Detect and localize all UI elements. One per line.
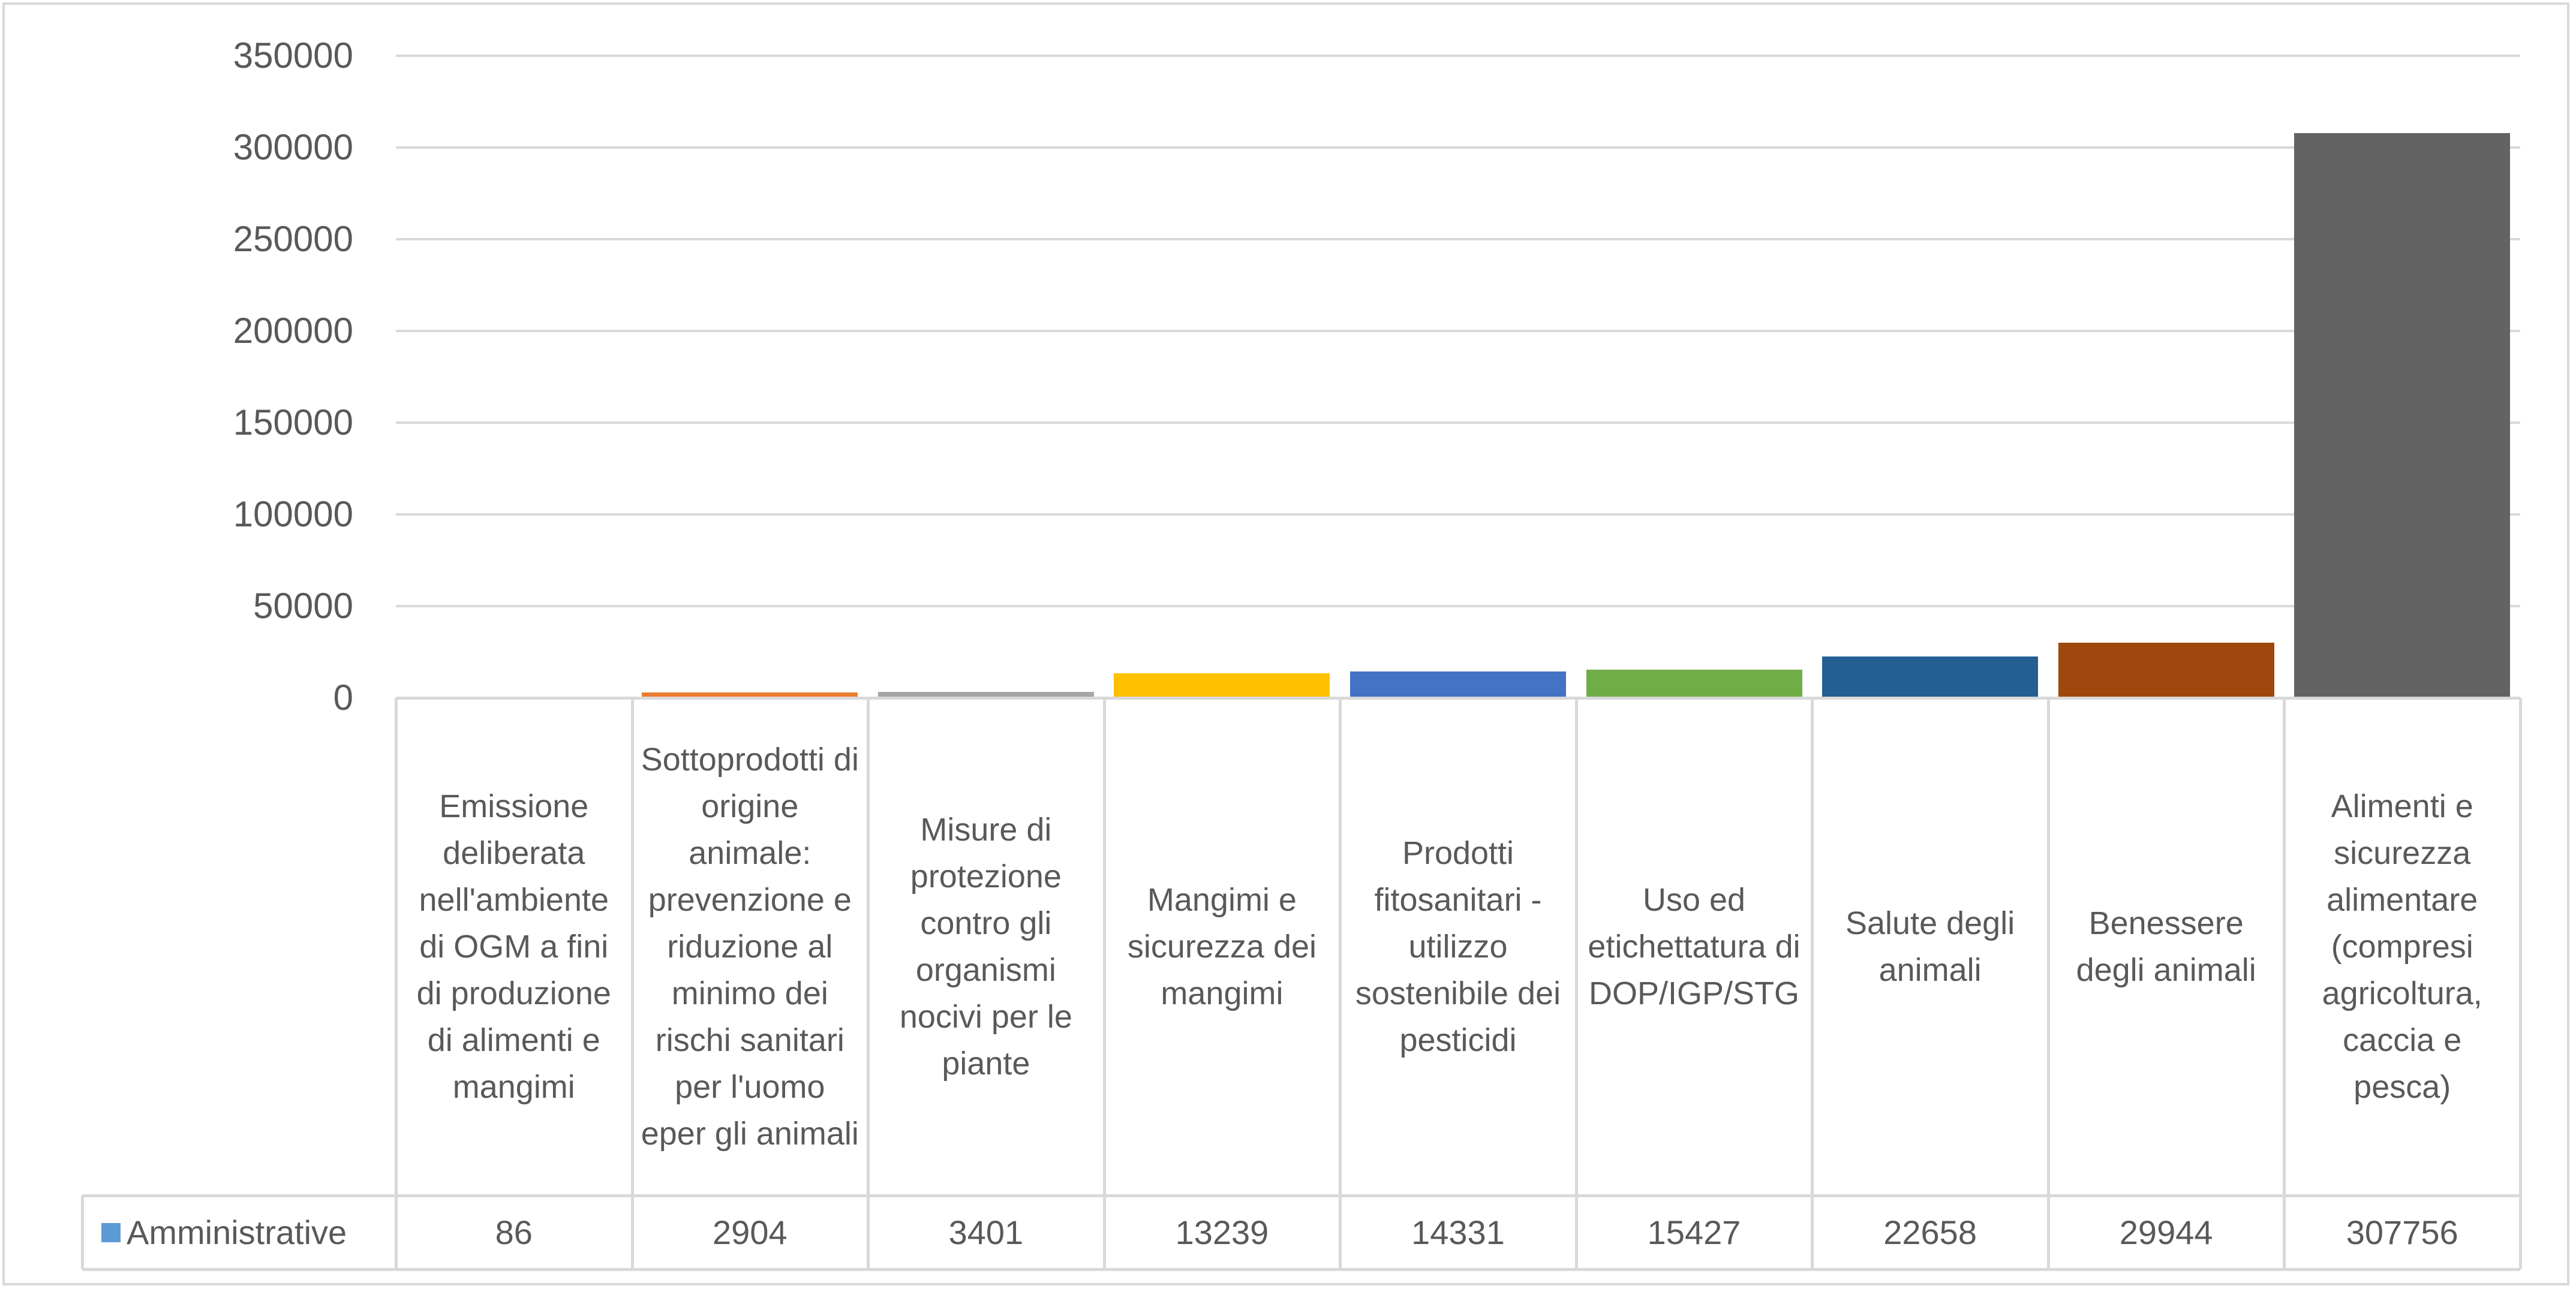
data-table-value: 14331	[1411, 1213, 1505, 1251]
gridline	[396, 238, 2520, 240]
y-tick-label: 100000	[233, 494, 353, 534]
table-line	[2046, 698, 2050, 1269]
gridline	[396, 55, 2520, 57]
bar	[2058, 643, 2274, 698]
category-label: Prodotti fitosanitari - utilizzo sosteni…	[1355, 835, 1561, 1058]
gridline	[396, 146, 2520, 149]
data-table-value: 13239	[1175, 1213, 1269, 1251]
category-label: Alimenti e sicurezza alimentare (compres…	[2322, 788, 2482, 1105]
y-tick-label: 300000	[233, 127, 353, 167]
y-tick-label: 350000	[233, 35, 353, 76]
legend-series-amministrative: Amministrative	[82, 1195, 396, 1269]
table-line	[82, 1194, 2520, 1197]
table-line	[81, 1195, 84, 1269]
category-label: Benessere degli animali	[2076, 905, 2256, 988]
data-table-value: 307756	[2346, 1213, 2458, 1251]
data-table-value: 2904	[713, 1213, 787, 1251]
data-table-value: 29944	[2119, 1213, 2213, 1251]
y-tick-label: 0	[333, 677, 353, 718]
table-line	[1811, 698, 1814, 1269]
table-line	[630, 698, 634, 1269]
bar	[2294, 133, 2511, 698]
category-label: Misure di protezione contro gli organism…	[899, 812, 1072, 1082]
bar	[1586, 669, 1802, 698]
y-tick-label: 50000	[253, 586, 353, 626]
legend-label: Amministrative	[127, 1213, 347, 1251]
table-line	[1339, 698, 1342, 1269]
bar	[1114, 673, 1330, 698]
bar	[1349, 671, 1567, 698]
table-line	[867, 698, 870, 1269]
data-table-value: 15427	[1647, 1213, 1741, 1251]
table-line	[82, 1268, 2520, 1271]
category-label: Emissione deliberata nell'ambiente di OG…	[416, 788, 611, 1105]
category-label: Sottoprodotti di origine animale: preven…	[641, 742, 859, 1152]
table-line	[1574, 698, 1578, 1269]
gridline	[396, 421, 2520, 424]
bar	[642, 692, 858, 698]
category-label: Mangimi e sicurezza dei mangimi	[1127, 882, 1316, 1011]
legend-swatch	[101, 1222, 121, 1242]
table-line	[396, 697, 2520, 700]
y-tick-label: 150000	[233, 402, 353, 442]
y-tick-label: 250000	[233, 219, 353, 259]
y-tick-label: 200000	[233, 311, 353, 351]
gridline	[396, 605, 2520, 607]
table-line	[2519, 698, 2522, 1269]
table-line	[1102, 698, 1106, 1269]
data-table-value: 22658	[1883, 1213, 1977, 1251]
gridline	[396, 330, 2520, 332]
bar	[877, 691, 1094, 698]
data-table-value: 86	[495, 1213, 533, 1251]
table-line	[2283, 698, 2286, 1269]
table-line	[395, 698, 398, 1269]
category-label: Uso ed etichettatura di DOP/IGP/STG	[1588, 882, 1801, 1011]
bar	[1822, 656, 2039, 698]
gridline	[396, 513, 2520, 516]
category-label: Salute degli animali	[1845, 905, 2015, 988]
data-table-value: 3401	[948, 1213, 1024, 1251]
